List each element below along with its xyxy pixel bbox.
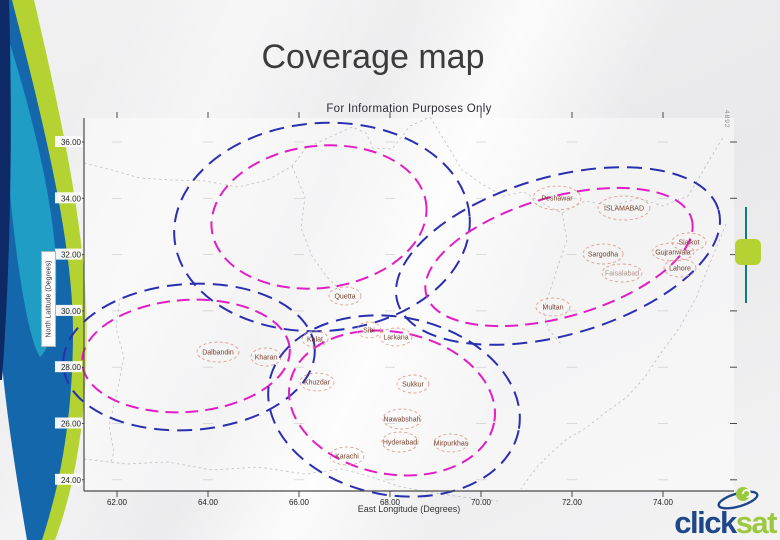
y-tick-label: 34.00 — [61, 194, 82, 203]
city-ring-sibi — [356, 321, 382, 339]
city-label-peshawar: Peshawar — [541, 196, 573, 203]
y-axis-label: North Latitude (Degrees) — [41, 251, 56, 347]
y-tick-label: 24.00 — [61, 476, 82, 485]
city-label-mirpurkhas: Mirpurkhas — [434, 441, 469, 448]
x-tick-label: 66.00 — [289, 498, 310, 507]
city-ring-karachi — [329, 446, 365, 466]
city-ring-larkana — [379, 327, 413, 347]
city-label-quetta: Quetta — [334, 294, 355, 301]
country-border-line — [83, 458, 499, 502]
y-tick-label: 28.00 — [61, 363, 82, 372]
south-beam-inner — [288, 329, 496, 477]
logo-text-sat: sat — [735, 505, 778, 540]
x-tick-label: 62.00 — [107, 498, 128, 507]
y-tick-label-chip — [55, 304, 82, 316]
city-label-larkana: Larkana — [383, 335, 408, 342]
northwest-beam-outer — [173, 121, 471, 333]
y-tick-label: 26.00 — [61, 420, 82, 429]
city-ring-kalat — [301, 330, 329, 348]
map-disclaimer: For Information Purposes Only — [326, 103, 492, 115]
northeast-beam-inner — [424, 186, 694, 328]
city-ring-faisalabad — [601, 263, 643, 283]
city-ring-sialkot — [671, 232, 707, 252]
y-tick-label-chip — [55, 361, 82, 373]
map-stamp-number: 4892 — [723, 110, 730, 129]
city-label-sibi: Sibi — [363, 328, 375, 335]
city-ring-mirpurkhas — [433, 433, 469, 453]
y-tick-label-chip — [55, 417, 82, 429]
city-label-kalat: Kalat — [307, 337, 323, 344]
y-tick-label-chip — [55, 136, 82, 147]
city-label-sargodha: Sargodha — [588, 252, 618, 259]
country-border-line — [291, 165, 344, 294]
city-label-sukkur: Sukkur — [402, 382, 424, 389]
city-label-hyderabad: Hyderabad — [383, 440, 417, 447]
swoosh-navy-strip — [0, 0, 11, 380]
city-ring-sargodha — [582, 243, 624, 265]
y-tick-label-chip — [55, 473, 82, 485]
x-tick-label: 74.00 — [653, 498, 674, 507]
plot-background — [84, 118, 734, 491]
x-axis-label: East Longitude (Degrees) — [357, 504, 461, 514]
y-tick-label: 36.00 — [61, 138, 82, 147]
x-tick-label: 64.00 — [198, 498, 219, 507]
y-tick-label: 32.00 — [61, 251, 82, 260]
green-square-decoration — [735, 239, 761, 265]
country-border-line — [83, 116, 431, 188]
city-ring-khuzdar — [299, 372, 335, 392]
city-label-khuzdar: Khuzdar — [304, 380, 331, 387]
city-label-dalbandin: Dalbandin — [202, 350, 234, 357]
city-label-karachi: Karachi — [335, 454, 359, 461]
country-border-line — [542, 212, 568, 346]
city-label-sialkot: Sialkot — [678, 240, 699, 247]
x-tick-label: 72.00 — [562, 498, 583, 507]
city-label-kharan: Kharan — [255, 355, 278, 362]
city-ring-nawabshah — [382, 408, 422, 430]
logo-text: clicksat — [674, 505, 778, 540]
x-tick-label: 70.00 — [471, 498, 492, 507]
south-beam-outer — [267, 314, 521, 498]
city-ring-quetta — [328, 286, 362, 306]
clicksat-logo: clicksat — [648, 487, 778, 540]
city-label-nawabshah: Nawabshah — [384, 417, 421, 424]
country-border-line — [520, 223, 727, 490]
southwest-beam-inner — [81, 298, 291, 414]
northwest-beam-inner — [210, 144, 428, 290]
city-ring-gujranwala — [651, 242, 695, 262]
y-tick-label: 30.00 — [61, 307, 82, 316]
city-ring-islamabad — [597, 195, 651, 221]
city-ring-kharan — [250, 347, 282, 367]
city-ring-hyderabad — [381, 431, 419, 453]
satellite-dish-icon — [717, 487, 759, 510]
city-label-lahore: Lahore — [669, 266, 691, 273]
city-label-islamabad: ISLAMABAD — [604, 206, 644, 213]
logo-text-click: click — [674, 505, 737, 540]
x-tick-label: 68.00 — [380, 498, 401, 507]
city-ring-peshawar — [532, 185, 582, 211]
y-tick-label-chip — [55, 192, 82, 204]
city-label-gujranwala: Gujranwala — [655, 250, 691, 257]
city-label-multan: Multan — [542, 305, 563, 312]
city-ring-multan — [535, 297, 571, 317]
northeast-beam-outer — [394, 166, 722, 346]
y-tick-label-chip — [55, 248, 82, 260]
city-label-faisalabad: Faisalabad — [605, 271, 639, 278]
city-ring-lahore — [663, 258, 697, 278]
slide-title: Coverage map — [261, 38, 485, 76]
city-ring-dalbandin — [196, 341, 240, 363]
city-ring-sukkur — [396, 374, 430, 394]
